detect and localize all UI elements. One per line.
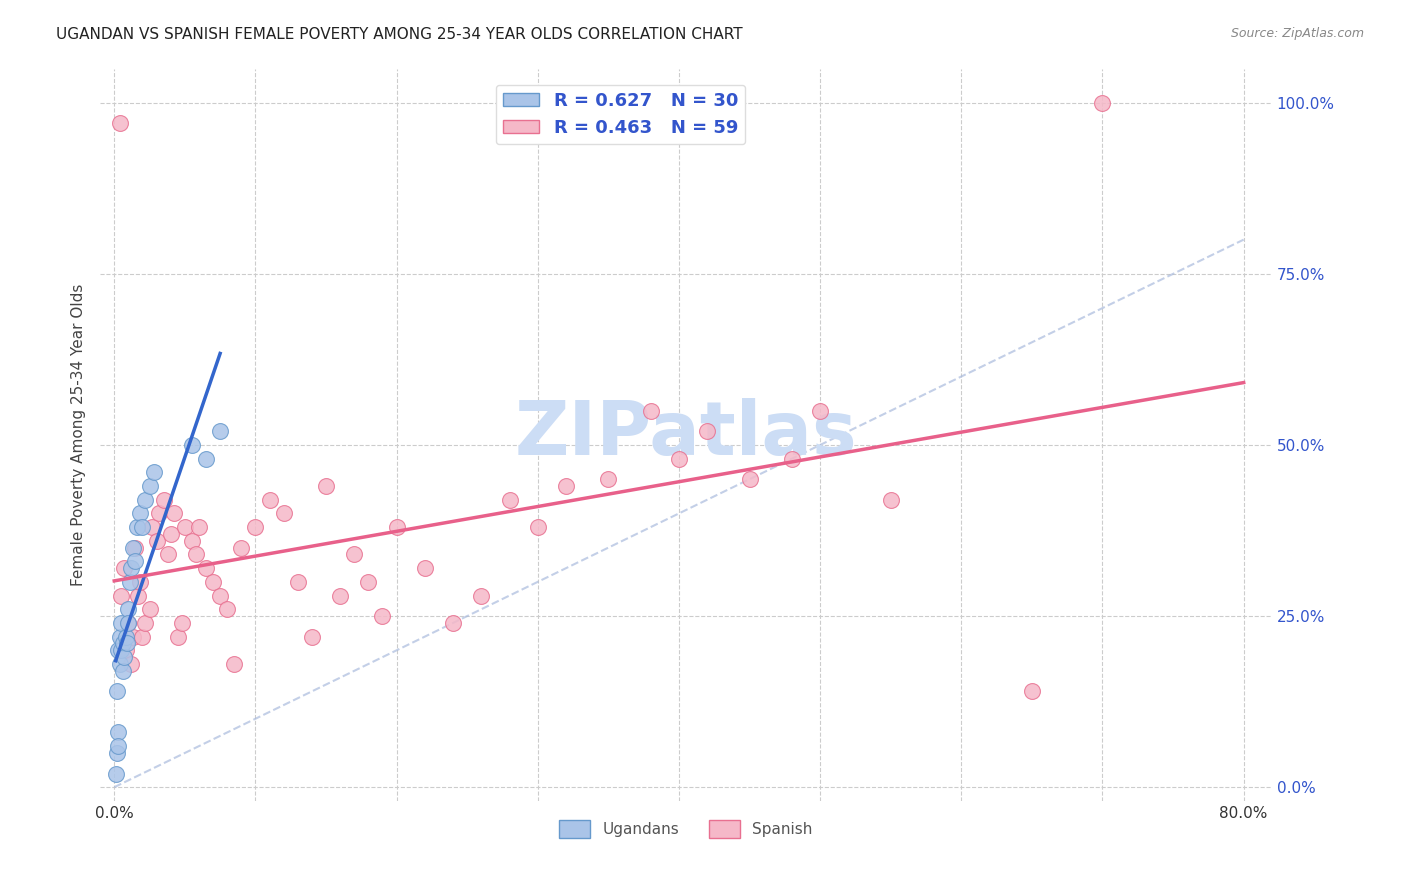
Point <box>138 602 160 616</box>
Point <box>117 602 139 616</box>
Point <box>107 725 129 739</box>
Point <box>224 657 246 671</box>
Point <box>128 574 150 589</box>
Point <box>105 746 128 760</box>
Point <box>111 636 134 650</box>
Point <box>117 615 139 630</box>
Point <box>120 657 142 671</box>
Point <box>385 520 408 534</box>
Point <box>128 507 150 521</box>
Point <box>498 492 520 507</box>
Point <box>696 424 718 438</box>
Point <box>202 574 225 589</box>
Y-axis label: Female Poverty Among 25-34 Year Olds: Female Poverty Among 25-34 Year Olds <box>72 284 86 586</box>
Point <box>159 527 181 541</box>
Point <box>180 438 202 452</box>
Point <box>180 533 202 548</box>
Point <box>195 451 218 466</box>
Point <box>441 615 464 630</box>
Point <box>104 766 127 780</box>
Point <box>108 657 131 671</box>
Point <box>117 615 139 630</box>
Point <box>138 479 160 493</box>
Point <box>470 589 492 603</box>
Point <box>217 602 239 616</box>
Point <box>209 424 232 438</box>
Point <box>640 403 662 417</box>
Point <box>195 561 218 575</box>
Point <box>124 554 146 568</box>
Point <box>287 574 309 589</box>
Text: ZIPatlas: ZIPatlas <box>515 398 858 471</box>
Point <box>108 630 131 644</box>
Point <box>173 520 195 534</box>
Point <box>188 520 211 534</box>
Point <box>357 574 380 589</box>
Point <box>343 548 366 562</box>
Point <box>114 630 136 644</box>
Point <box>245 520 267 534</box>
Point <box>107 739 129 753</box>
Point <box>124 541 146 555</box>
Point <box>115 636 138 650</box>
Point <box>134 492 156 507</box>
Point <box>111 664 134 678</box>
Point <box>145 533 167 548</box>
Point <box>1021 684 1043 698</box>
Point <box>131 630 153 644</box>
Point <box>166 630 188 644</box>
Point <box>105 684 128 698</box>
Point <box>118 574 141 589</box>
Point <box>120 561 142 575</box>
Point <box>110 589 132 603</box>
Point <box>231 541 253 555</box>
Text: UGANDAN VS SPANISH FEMALE POVERTY AMONG 25-34 YEAR OLDS CORRELATION CHART: UGANDAN VS SPANISH FEMALE POVERTY AMONG … <box>56 27 742 42</box>
Point <box>413 561 436 575</box>
Point <box>598 472 620 486</box>
Point <box>108 116 131 130</box>
Point <box>134 615 156 630</box>
Point <box>880 492 903 507</box>
Point <box>141 520 163 534</box>
Point <box>259 492 281 507</box>
Point <box>555 479 578 493</box>
Point <box>142 466 165 480</box>
Point <box>121 630 143 644</box>
Point <box>808 403 831 417</box>
Point <box>162 507 184 521</box>
Point <box>152 492 174 507</box>
Point <box>127 589 149 603</box>
Point <box>301 630 323 644</box>
Point <box>315 479 337 493</box>
Point <box>170 615 193 630</box>
Point <box>131 520 153 534</box>
Point <box>273 507 295 521</box>
Point <box>668 451 690 466</box>
Point <box>112 650 135 665</box>
Legend: Ugandans, Spanish: Ugandans, Spanish <box>554 814 818 845</box>
Point <box>184 548 207 562</box>
Point <box>125 520 148 534</box>
Point <box>371 609 394 624</box>
Point <box>156 548 179 562</box>
Point <box>112 561 135 575</box>
Point <box>110 615 132 630</box>
Point <box>329 589 352 603</box>
Text: Source: ZipAtlas.com: Source: ZipAtlas.com <box>1230 27 1364 40</box>
Point <box>148 507 170 521</box>
Point <box>114 643 136 657</box>
Point <box>526 520 548 534</box>
Point <box>780 451 803 466</box>
Point <box>738 472 761 486</box>
Point <box>121 541 143 555</box>
Point <box>110 643 132 657</box>
Point <box>1091 95 1114 110</box>
Point <box>107 643 129 657</box>
Point <box>209 589 232 603</box>
